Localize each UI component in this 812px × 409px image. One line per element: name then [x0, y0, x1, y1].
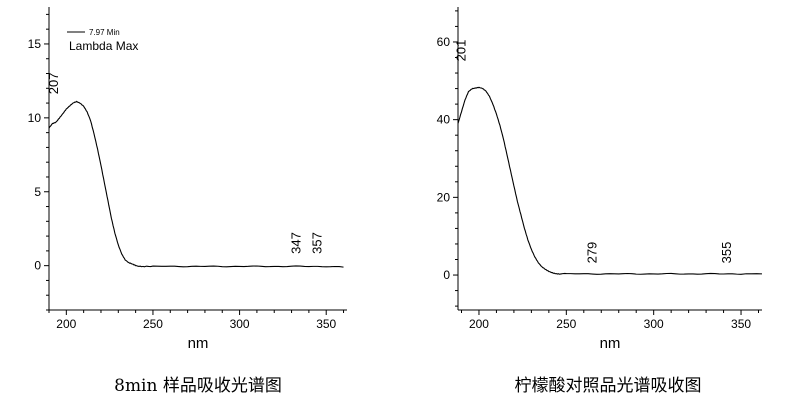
right-x-tick-label: 200: [469, 317, 489, 331]
left-x-tick-label: 350: [316, 317, 336, 331]
caption-left: 8min 样品吸收光谱图: [114, 376, 282, 396]
left-x-tick-label: 300: [230, 317, 250, 331]
right-y-tick-label: 0: [443, 268, 450, 282]
left-y-tick-label: 10: [28, 111, 42, 125]
right-peak-label: 355: [719, 242, 734, 264]
caption-right: 柠檬酸对照品光谱吸收图: [514, 376, 702, 396]
right-series-line: [457, 86, 763, 275]
left-y-tick-label: 15: [28, 37, 42, 51]
chart-left-sample-spectrum: 200 250 300 350 0 5 10 15 nm 207 347 357 7.97 Min Lam…: [28, 7, 347, 352]
right-x-tick-label: 300: [644, 317, 664, 331]
right-peak-label: 201: [453, 40, 468, 62]
right-x-axis-label: nm: [600, 335, 621, 352]
right-x-tick-label: 350: [731, 317, 751, 331]
left-peak-label: 347: [289, 232, 304, 254]
left-peak-label: 207: [46, 73, 61, 95]
left-peak-label: 357: [310, 232, 325, 254]
chart-right-reference-spectrum: 200 250 300 350 0 20 40 60 nm 201 279 355: [437, 7, 763, 352]
left-legend-entry: 7.97 Min: [89, 28, 120, 37]
left-x-tick-label: 200: [56, 317, 76, 331]
left-y-tick-label: 0: [34, 259, 41, 273]
right-x-tick-label: 250: [556, 317, 576, 331]
right-y-tick-label: 60: [437, 35, 451, 49]
left-x-tick-label: 250: [143, 317, 163, 331]
left-series-line: [48, 100, 344, 268]
left-x-axis-label: nm: [188, 335, 209, 352]
left-legend-subtitle: Lambda Max: [69, 39, 138, 53]
right-y-tick-label: 40: [437, 113, 451, 127]
left-y-tick-label: 5: [34, 185, 41, 199]
right-y-tick-label: 20: [437, 190, 451, 204]
right-peak-label: 279: [585, 242, 600, 264]
